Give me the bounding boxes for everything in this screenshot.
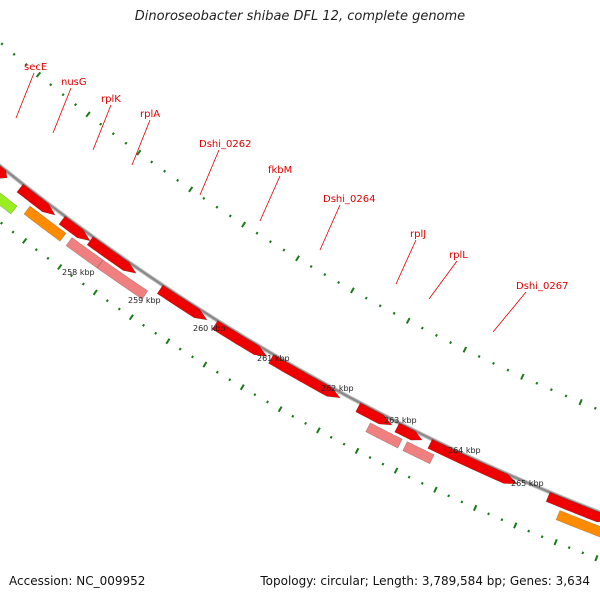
feature-rplL: [402, 441, 435, 465]
gene-label-rplJ: rplJ: [410, 229, 426, 240]
feature-Dshi_0267: [427, 438, 518, 485]
tick-labels: 258 kbp 259 kbp 260 kbp 261 kbp 262 kbp 263 k…: [62, 268, 544, 488]
gene-label-nusG: nusG: [61, 77, 87, 88]
feature-cds-1: [16, 183, 56, 216]
leader-line-rplJ: [395, 239, 417, 285]
feature-cds-3: [86, 236, 137, 274]
map-title: Dinoroseobacter shibae DFL 12, complete …: [134, 9, 466, 24]
feature-orange-right: [555, 510, 600, 538]
backbone: [0, 163, 600, 515]
accession-text: Accession: NC_009952: [9, 574, 146, 588]
inner-dot-track: [0, 42, 597, 410]
leader-line-rplA: [131, 119, 151, 166]
gene-label-rplA: rplA: [140, 109, 160, 120]
leader-line-nusG: [52, 87, 72, 134]
feature-cds-5: [394, 422, 423, 441]
leader-line-Dshi_0262: [199, 149, 220, 196]
feature-cds-4: [355, 402, 393, 426]
feature-secE: [0, 165, 8, 179]
tick-label-263-kbp: 263 kbp: [384, 416, 417, 425]
tick-label-262-kbp: 262 kbp: [321, 384, 354, 393]
gene-label-Dshi_0267: Dshi_0267: [516, 281, 568, 292]
gene-labels: secE nusG rplK rplA Dshi_0262 fkbM Dshi_0264rp…: [15, 62, 568, 333]
leader-line-rplK: [92, 104, 112, 151]
feature-Dshi_0264: [268, 354, 341, 399]
gc-dot-tracks: [0, 42, 599, 562]
feature-fkbM: [211, 320, 268, 357]
tick-label-258-kbp: 258 kbp: [62, 268, 95, 277]
feature-orange-nusG: [23, 205, 67, 242]
gene-label-Dshi_0262: Dshi_0262: [199, 139, 251, 150]
gene-label-rplK: rplK: [101, 94, 121, 105]
tick-label-260-kbp: 260 kbp: [193, 324, 226, 333]
leader-line-secE: [15, 72, 35, 119]
leader-line-Dshi_0264: [319, 204, 341, 251]
tick-label-265-kbp: 265 kbp: [511, 479, 544, 488]
feature-green: [0, 192, 18, 215]
gene-label-secE: secE: [24, 62, 47, 73]
outer-dot-track: [0, 221, 599, 562]
tick-label-261-kbp: 261 kbp: [257, 354, 290, 363]
feature-rplA: [96, 259, 149, 300]
leader-line-Dshi_0267: [492, 291, 527, 333]
genome-summary: Topology: circular; Length: 3,789,584 bp…: [260, 574, 590, 588]
tick-label-259-kbp: 259 kbp: [128, 296, 161, 305]
leader-line-rplL: [428, 260, 458, 300]
gene-label-rplL: rplL: [449, 250, 468, 261]
feature-cds-2: [58, 215, 91, 242]
leader-line-fkbM: [259, 175, 281, 222]
tick-label-264-kbp: 264 kbp: [448, 446, 481, 455]
gene-label-Dshi_0264: Dshi_0264: [323, 194, 375, 205]
feature-Dshi_0262: [156, 284, 208, 321]
feature-track: [0, 165, 600, 538]
feature-cds-right: [545, 491, 600, 523]
feature-rplJ: [365, 422, 403, 449]
gene-label-fkbM: fkbM: [268, 165, 292, 176]
